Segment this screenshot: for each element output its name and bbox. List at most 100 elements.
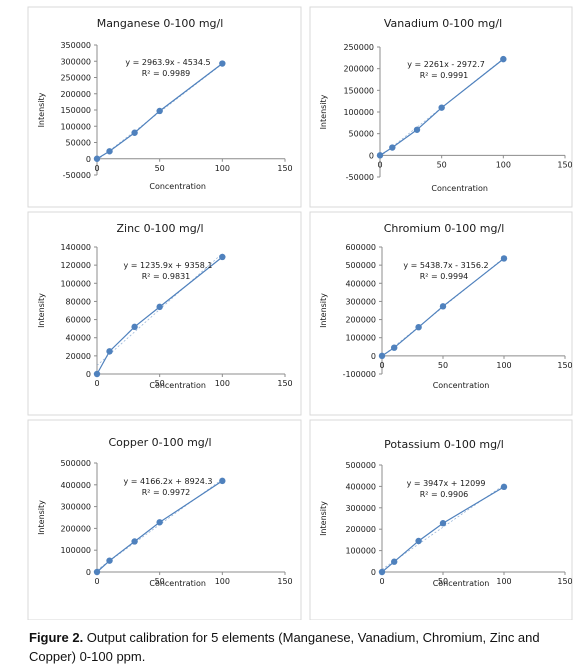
y-tick-label: 100000 — [345, 334, 376, 343]
y-tick-label: 0 — [86, 370, 91, 379]
y-tick-label: 80000 — [66, 297, 91, 306]
chart-panel-6: Potassium 0-100 mg/l 0 100000 200000 300000 4… — [309, 419, 573, 620]
y-tick-label: 300000 — [60, 57, 91, 66]
x-tick-label: 50 — [155, 164, 165, 173]
y-axis-label: Intensity — [319, 94, 328, 129]
chart-panel-5: Copper 0-100 mg/l 0 100000 200000 300000 4000… — [27, 419, 302, 620]
y-tick-label: 300000 — [345, 297, 376, 306]
y-tick-label: 150000 — [60, 106, 91, 115]
x-tick-label: 0 — [377, 160, 382, 169]
data-point — [106, 557, 113, 564]
y-tick-label: 0 — [86, 155, 91, 164]
x-tick-label: 150 — [557, 160, 572, 169]
x-axis-label: Concentration — [149, 381, 206, 390]
y-tick-label: 100000 — [60, 122, 91, 131]
trendline-equation: y = 4166.2x + 8924.3 — [123, 477, 212, 486]
x-tick-label: 50 — [438, 577, 448, 586]
x-axis-label: Concentration — [149, 182, 206, 191]
y-tick-label: -100000 — [343, 370, 376, 379]
y-tick-label: 200000 — [345, 316, 376, 325]
y-axis-label: Intensity — [319, 501, 328, 536]
x-tick-label: 150 — [277, 577, 292, 586]
data-point — [131, 538, 138, 545]
y-tick-label: 0 — [86, 568, 91, 577]
data-point — [106, 148, 113, 155]
x-tick-label: 100 — [215, 379, 230, 388]
y-tick-label: 100000 — [60, 279, 91, 288]
y-tick-label: 200000 — [60, 90, 91, 99]
x-tick-label: 100 — [496, 577, 511, 586]
data-point — [93, 568, 101, 576]
x-axis-label: Concentration — [431, 184, 488, 193]
y-tick-label: 250000 — [343, 43, 374, 52]
x-tick-label: 0 — [94, 379, 99, 388]
x-tick-label: 0 — [379, 577, 384, 586]
trendline-equation: y = 1235.9x + 9358.1 — [123, 261, 212, 270]
y-tick-label: 400000 — [60, 481, 91, 490]
data-point — [391, 558, 398, 565]
y-axis-label: Intensity — [37, 500, 46, 535]
x-tick-label: 50 — [438, 361, 448, 370]
x-tick-label: 100 — [215, 164, 230, 173]
caption-text: Output calibration for 5 elements (Manga… — [29, 630, 540, 664]
data-point — [376, 152, 384, 159]
r-squared-label: R² = 0.9906 — [420, 490, 469, 499]
data-point — [219, 60, 226, 67]
figure-caption: Figure 2. Output calibration for 5 eleme… — [29, 628, 577, 666]
chart-title: Potassium 0-100 mg/l — [384, 438, 504, 451]
data-point — [500, 483, 508, 491]
data-point — [391, 344, 398, 351]
x-axis-label: Concentration — [433, 381, 490, 390]
data-point — [415, 537, 422, 545]
y-tick-label: 0 — [369, 151, 374, 160]
chart-panel-3: Zinc 0-100 mg/l0200004000060000800001000… — [27, 211, 302, 416]
y-axis-label: Intensity — [319, 293, 328, 328]
x-tick-label: 100 — [496, 361, 511, 370]
x-tick-label: 100 — [215, 577, 230, 586]
y-tick-label: 20000 — [66, 352, 91, 361]
y-tick-label: 600000 — [345, 243, 376, 252]
data-point — [389, 144, 396, 151]
y-tick-label: 140000 — [60, 243, 91, 252]
data-point — [413, 126, 421, 133]
y-tick-label: 50000 — [66, 139, 91, 148]
data-point — [439, 303, 447, 310]
y-tick-label: 100000 — [343, 108, 374, 117]
panel-frame — [27, 211, 302, 416]
x-tick-label: 50 — [155, 577, 165, 586]
chart-panel-1: Manganese 0-100 mg/l-5000005000010000015… — [27, 6, 302, 208]
y-tick-label: 50000 — [349, 130, 374, 139]
x-tick-label: 150 — [557, 577, 572, 586]
data-point — [156, 303, 163, 311]
data-point — [156, 107, 163, 115]
chart-panel-2: Vanadium 0-100 mg/l-50000050000100000150… — [309, 6, 573, 208]
data-point — [219, 477, 226, 485]
y-tick-label: -50000 — [346, 173, 374, 182]
x-tick-label: 0 — [94, 164, 99, 173]
data-point — [378, 568, 386, 576]
r-squared-label: R² = 0.9972 — [142, 488, 191, 497]
y-tick-label: 350000 — [60, 41, 91, 50]
y-tick-label: 400000 — [345, 279, 376, 288]
y-axis-label: Intensity — [37, 293, 46, 328]
data-point — [93, 155, 101, 162]
y-tick-label: 150000 — [343, 86, 374, 95]
trendline-equation: y = 3947x + 12099 — [407, 479, 486, 488]
x-axis-label: Concentration — [149, 579, 206, 588]
x-axis-label: Concentration — [433, 579, 490, 588]
x-tick-label: 150 — [277, 379, 292, 388]
data-point — [106, 348, 113, 355]
y-axis-label: Intensity — [37, 92, 46, 127]
y-tick-label: 400000 — [345, 482, 376, 491]
r-squared-label: R² = 0.9994 — [420, 272, 469, 281]
x-tick-label: 150 — [557, 361, 572, 370]
panel-frame — [309, 419, 573, 620]
data-point — [415, 323, 422, 331]
y-tick-label: 500000 — [345, 461, 376, 470]
data-point — [500, 255, 508, 262]
data-point — [439, 520, 447, 527]
x-tick-label: 150 — [277, 164, 292, 173]
data-point — [438, 104, 445, 111]
y-tick-label: 120000 — [60, 261, 91, 270]
chart-title: Copper 0-100 mg/l — [108, 436, 211, 449]
